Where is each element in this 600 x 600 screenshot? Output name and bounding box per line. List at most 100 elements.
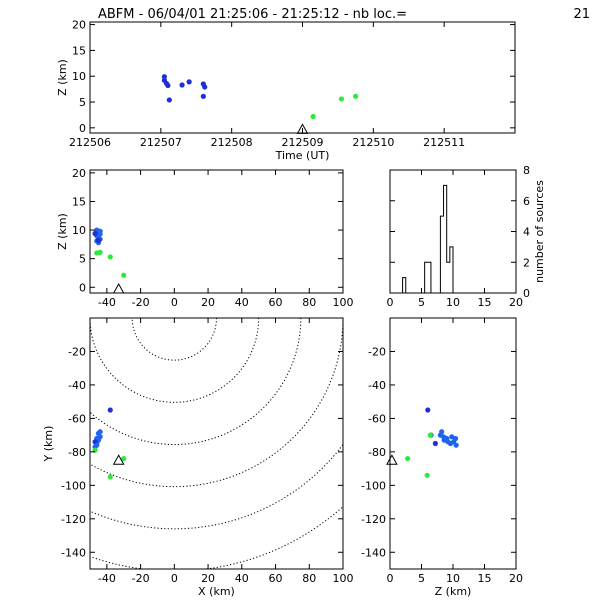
source-point bbox=[95, 237, 102, 243]
figure-title: ABFM - 06/04/01 21:25:06 - 21:25:12 - nb… bbox=[98, 7, 407, 22]
source-point bbox=[405, 455, 411, 462]
station-marker bbox=[112, 454, 125, 465]
source-point bbox=[97, 429, 103, 435]
x-tick-label: 60 bbox=[269, 572, 283, 585]
y-tick-label: -60 bbox=[368, 412, 386, 425]
y-axis-label: Y (km) bbox=[42, 426, 55, 463]
x-tick-label: 80 bbox=[302, 572, 316, 585]
x-axis-label: X (km) bbox=[198, 585, 235, 598]
x-tick-label: 40 bbox=[235, 296, 249, 309]
x-tick-label: 20 bbox=[201, 572, 215, 585]
source-point bbox=[92, 230, 98, 237]
plot-frame bbox=[89, 21, 516, 134]
x-tick-label: 0 bbox=[171, 572, 178, 585]
y-axis-label: Z (km) bbox=[56, 59, 69, 96]
source-point bbox=[439, 429, 445, 435]
source-point bbox=[107, 474, 113, 480]
panel-y_vs_x: -40 -20 0 20 40 60 80 100 -140 -120 -100 -80 -60 -40 -… bbox=[42, 317, 354, 598]
y-tick-label: -120 bbox=[361, 513, 386, 526]
y-tick-label: 20 bbox=[72, 19, 86, 32]
source-point bbox=[94, 442, 100, 448]
y-axis-label: Z (km) bbox=[56, 213, 69, 250]
x-tick-label: 212510 bbox=[352, 136, 394, 149]
panel-y_vs_z: 0 5 10 15 20 -140 -120 -100 -80 -60 -40 -20 Z (km) bbox=[361, 317, 523, 598]
x-tick-label: 212509 bbox=[282, 136, 324, 149]
station-marker bbox=[112, 282, 125, 294]
y-tick-label: -100 bbox=[361, 479, 386, 492]
source-point bbox=[97, 228, 103, 234]
source-point bbox=[425, 407, 431, 413]
histogram-steps bbox=[390, 184, 516, 294]
source-points bbox=[92, 227, 127, 278]
y-tick-label: 15 bbox=[72, 195, 86, 208]
x-tick-label: 20 bbox=[201, 296, 215, 309]
x-tick-label: 20 bbox=[509, 572, 523, 585]
x-tick-label: 60 bbox=[269, 296, 283, 309]
source-point bbox=[165, 82, 171, 89]
y-tick-label: -40 bbox=[68, 379, 86, 392]
y-tick-label: -80 bbox=[368, 446, 386, 459]
source-point bbox=[424, 472, 430, 478]
x-tick-label: 0 bbox=[387, 296, 394, 309]
source-point bbox=[200, 93, 206, 99]
y-tick-label: 6 bbox=[523, 195, 530, 208]
y-tick-label: -80 bbox=[68, 446, 86, 459]
x-axis-label: Time (UT) bbox=[275, 149, 330, 162]
source-point bbox=[427, 432, 433, 438]
histogram-bin bbox=[425, 262, 431, 293]
source-point bbox=[202, 84, 208, 90]
source-point bbox=[97, 249, 103, 255]
y-tick-label: 5 bbox=[79, 253, 86, 266]
source-point bbox=[432, 440, 438, 447]
y-tick-label: -60 bbox=[68, 412, 86, 425]
x-tick-label: 5 bbox=[418, 296, 425, 309]
source-point bbox=[353, 93, 359, 99]
panel-z_vs_time: 212506 212507 212508 212509 212510 212511 0 5 10… bbox=[56, 19, 516, 162]
y-tick-label: 8 bbox=[523, 164, 530, 177]
panels: 212506 212507 212508 212509 212510 212511 0 5 10… bbox=[42, 19, 547, 598]
source-points bbox=[405, 407, 459, 478]
source-point bbox=[179, 82, 185, 88]
y-tick-label: 15 bbox=[72, 44, 86, 57]
plot-frame bbox=[89, 317, 344, 570]
y-tick-label: 0 bbox=[79, 281, 86, 294]
source-point bbox=[310, 113, 316, 120]
y-tick-label: 2 bbox=[523, 256, 530, 269]
source-point bbox=[449, 434, 455, 440]
x-tick-label: 100 bbox=[333, 572, 354, 585]
source-points bbox=[92, 407, 127, 480]
x-tick-label: 20 bbox=[509, 296, 523, 309]
y-tick-label: 20 bbox=[72, 167, 86, 180]
x-tick-label: 0 bbox=[171, 296, 178, 309]
x-tick-label: 5 bbox=[418, 572, 425, 585]
x-tick-label: 100 bbox=[333, 296, 354, 309]
y-tick-label: -20 bbox=[368, 345, 386, 358]
station-marker bbox=[386, 454, 398, 465]
source-point bbox=[161, 74, 167, 80]
source-point bbox=[121, 272, 127, 278]
x-tick-label: 10 bbox=[446, 296, 460, 309]
y-tick-label: 10 bbox=[72, 70, 86, 83]
x-tick-label: -40 bbox=[98, 572, 116, 585]
y-tick-label: 4 bbox=[523, 226, 530, 239]
source-count: 21 bbox=[573, 7, 590, 22]
source-point bbox=[121, 455, 127, 462]
y-tick-label: -40 bbox=[368, 379, 386, 392]
y-tick-label: 0 bbox=[79, 122, 86, 135]
source-point bbox=[338, 96, 345, 102]
y-tick-label: 10 bbox=[72, 224, 86, 237]
source-points bbox=[161, 74, 359, 120]
source-point bbox=[107, 254, 113, 260]
x-tick-label: 10 bbox=[446, 572, 460, 585]
x-tick-label: -20 bbox=[132, 572, 150, 585]
plot-frame bbox=[89, 169, 344, 294]
y-tick-label: 5 bbox=[79, 96, 86, 109]
x-tick-label: -20 bbox=[132, 296, 150, 309]
source-point bbox=[453, 442, 459, 448]
x-tick-label: 212508 bbox=[211, 136, 253, 149]
y-tick-label: -140 bbox=[61, 546, 86, 559]
x-tick-label: 15 bbox=[478, 572, 492, 585]
x-axis-label: Z (km) bbox=[435, 585, 472, 598]
